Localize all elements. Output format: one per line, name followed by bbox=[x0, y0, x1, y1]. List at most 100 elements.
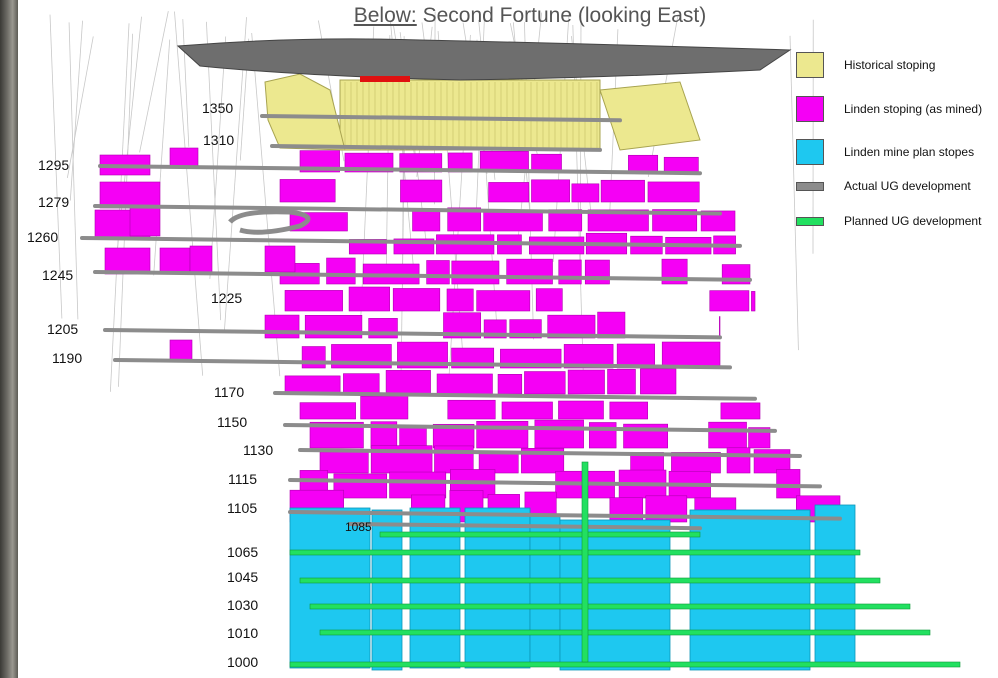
linden-stope bbox=[348, 286, 390, 312]
linden-stope bbox=[129, 207, 161, 237]
linden-stope bbox=[571, 183, 600, 203]
linden-stope bbox=[719, 316, 721, 339]
linden-stope bbox=[628, 154, 659, 173]
level-label: 1065 bbox=[227, 544, 259, 560]
linden-stope bbox=[169, 339, 193, 361]
linden-stope bbox=[476, 420, 529, 449]
legend-swatch bbox=[796, 139, 824, 165]
development-drive bbox=[93, 270, 752, 282]
development-drive bbox=[283, 423, 777, 433]
plan-stope bbox=[559, 519, 671, 671]
development-drive bbox=[98, 164, 702, 176]
linden-stope bbox=[400, 179, 443, 203]
linden-stope bbox=[319, 451, 369, 474]
plan-stope bbox=[529, 514, 561, 666]
linden-stope bbox=[104, 247, 151, 275]
linden-stope bbox=[159, 247, 191, 275]
linden-stope bbox=[661, 341, 721, 369]
linden-stope bbox=[597, 311, 626, 339]
linden-stope bbox=[663, 156, 699, 173]
legend-label: Planned UG development bbox=[844, 214, 982, 228]
linden-stope bbox=[447, 207, 482, 232]
level-label: 1085 bbox=[345, 520, 372, 534]
linden-stope bbox=[451, 260, 500, 285]
level-label: 1000 bbox=[227, 654, 259, 670]
linden-stope bbox=[558, 259, 582, 285]
linden-stope bbox=[547, 314, 596, 339]
legend-label: Linden mine plan stopes bbox=[844, 145, 975, 159]
surface-marker bbox=[360, 76, 410, 82]
legend-item-planned-dev: Planned UG development bbox=[796, 208, 998, 236]
linden-stope bbox=[501, 401, 553, 420]
planned-decline bbox=[581, 461, 589, 663]
level-label: 1010 bbox=[227, 625, 259, 641]
linden-stope bbox=[426, 260, 450, 285]
level-label: 1225 bbox=[211, 290, 243, 306]
linden-stope bbox=[284, 290, 343, 312]
title-text: Second Fortune (looking East) bbox=[422, 4, 707, 27]
drill-hole bbox=[49, 14, 63, 319]
legend-item-historical: Historical stoping bbox=[796, 52, 998, 80]
linden-stope bbox=[299, 402, 356, 420]
development-drive bbox=[103, 328, 722, 340]
linden-stope bbox=[99, 181, 161, 209]
linden-stope bbox=[264, 245, 296, 273]
linden-stope bbox=[535, 288, 563, 312]
drill-hole bbox=[68, 22, 79, 320]
planned-drive bbox=[299, 577, 881, 584]
linden-stope bbox=[607, 369, 636, 395]
legend-item-linden-mined: Linden stoping (as mined) bbox=[796, 96, 998, 124]
level-label: 1130 bbox=[243, 442, 274, 458]
linden-stope bbox=[589, 422, 617, 449]
linden-stope bbox=[584, 259, 610, 285]
linden-stope bbox=[709, 290, 750, 312]
historical-stope bbox=[599, 81, 701, 151]
level-label: 1350 bbox=[202, 100, 234, 116]
linden-stope bbox=[600, 179, 645, 203]
linden-stope bbox=[385, 370, 431, 395]
linden-stope bbox=[708, 421, 747, 449]
drill-hole bbox=[66, 36, 94, 179]
drill-hole bbox=[182, 19, 190, 147]
linden-stope bbox=[301, 346, 326, 369]
background-photo-strip bbox=[0, 0, 18, 678]
linden-stope bbox=[399, 153, 443, 173]
level-label: 1190 bbox=[52, 350, 83, 366]
legend-swatch bbox=[796, 217, 824, 226]
decline-ramp bbox=[228, 209, 311, 235]
actual-development bbox=[80, 114, 842, 531]
linden-stope bbox=[360, 395, 409, 420]
development-drive bbox=[80, 236, 742, 248]
planned-drive bbox=[309, 603, 911, 610]
planned-drive bbox=[319, 629, 931, 636]
level-label: 1260 bbox=[27, 229, 59, 245]
linden-stope bbox=[392, 288, 441, 312]
linden-stope bbox=[412, 210, 441, 232]
development-drive bbox=[348, 522, 702, 531]
linden-stope bbox=[436, 373, 493, 395]
level-label: 1150 bbox=[217, 414, 248, 430]
level-label: 1295 bbox=[38, 157, 70, 173]
linden-stope bbox=[776, 469, 801, 499]
linden-stope bbox=[563, 344, 614, 369]
linden-stope bbox=[524, 371, 566, 395]
linden-stope bbox=[343, 373, 380, 395]
level-label: 1030 bbox=[227, 597, 259, 613]
legend-item-actual-dev: Actual UG development bbox=[796, 173, 998, 201]
linden-stope bbox=[700, 210, 736, 232]
plan-stope bbox=[814, 504, 856, 666]
level-label: 1045 bbox=[227, 569, 259, 585]
linden-stope bbox=[497, 373, 523, 395]
plan-stope bbox=[689, 509, 811, 671]
linden-stope bbox=[399, 426, 427, 449]
linden-stope bbox=[476, 290, 531, 312]
surface-topography bbox=[176, 38, 792, 81]
legend-label: Historical stoping bbox=[844, 58, 936, 72]
development-drive bbox=[273, 391, 757, 401]
title-prefix: Below: bbox=[353, 4, 417, 27]
level-label: 1205 bbox=[47, 321, 79, 337]
legend-swatch bbox=[796, 52, 824, 78]
linden-stope bbox=[640, 368, 677, 395]
linden-stope bbox=[567, 369, 605, 395]
